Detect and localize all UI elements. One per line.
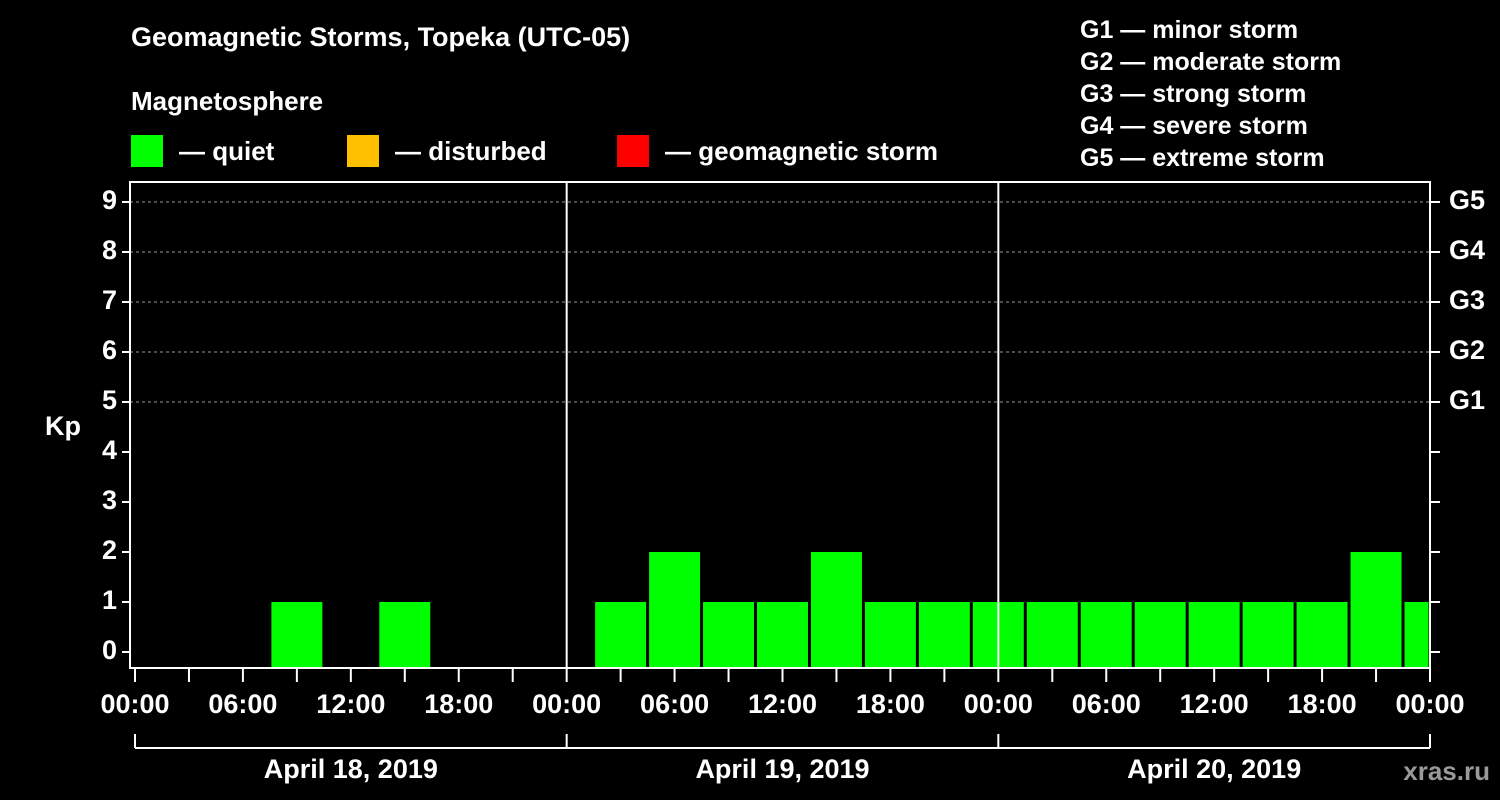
bar-10 (1026, 602, 1078, 668)
g-label-g2: G2 (1449, 335, 1485, 365)
bar-16 (1350, 552, 1402, 668)
bar-2 (595, 602, 647, 668)
storm-scale-legend: G1 — minor storm G2 — moderate storm G3 … (1080, 14, 1341, 174)
bar-4 (703, 602, 755, 668)
x-tick-label-10: 12:00 (1180, 689, 1249, 719)
watermark: xras.ru (1403, 756, 1490, 786)
storm-scale-g5: G5 — extreme storm (1080, 144, 1325, 172)
x-tick-label-7: 18:00 (856, 689, 925, 719)
bar-0 (271, 602, 323, 668)
y-tick-label-9: 9 (102, 185, 117, 215)
storm-scale-g3: G3 — strong storm (1080, 80, 1307, 108)
bar-3 (649, 552, 701, 668)
day-label-2: April 20, 2019 (1127, 754, 1301, 784)
y-tick-label-1: 1 (102, 585, 117, 615)
x-tick-label-0: 00:00 (100, 689, 169, 719)
g-label-g3: G3 (1449, 285, 1485, 315)
y-tick-label-6: 6 (102, 335, 117, 365)
legend-label-disturbed: — disturbed (395, 135, 547, 166)
disturbed-swatch (347, 135, 379, 167)
bar-8 (918, 602, 970, 668)
bar-11 (1080, 602, 1132, 668)
x-tick-label-6: 12:00 (748, 689, 817, 719)
y-tick-label-2: 2 (102, 535, 117, 565)
bar-12 (1134, 602, 1186, 668)
g-label-g1: G1 (1449, 385, 1485, 415)
legend-label-quiet: — quiet (179, 135, 275, 166)
g-label-g5: G5 (1449, 185, 1485, 215)
bar-15 (1296, 602, 1348, 668)
bar-14 (1242, 602, 1294, 668)
storm-scale-g4: G4 — severe storm (1080, 112, 1308, 140)
x-tick-label-11: 18:00 (1288, 689, 1357, 719)
day-label-1: April 19, 2019 (695, 754, 869, 784)
plot-frame (129, 181, 1431, 669)
storm-scale-g1: G1 — minor storm (1080, 16, 1299, 44)
legend-item-storm: — geomagnetic storm (617, 134, 938, 168)
day-label-0: April 18, 2019 (264, 754, 438, 784)
legend-item-quiet: — quiet (131, 134, 274, 168)
y-tick-label-4: 4 (102, 435, 117, 465)
x-tick-label-5: 06:00 (640, 689, 709, 719)
storm-scale-g2: G2 — moderate storm (1080, 48, 1342, 76)
y-tick-label-7: 7 (102, 285, 117, 315)
x-tick-label-3: 18:00 (424, 689, 493, 719)
chart-title: Geomagnetic Storms, Topeka (UTC-05) (131, 22, 631, 52)
g-label-g4: G4 (1449, 235, 1485, 265)
magnetosphere-heading: Magnetosphere (131, 86, 324, 116)
bar-5 (757, 602, 808, 668)
x-tick-label-4: 00:00 (532, 689, 601, 719)
x-tick-label-12: 00:00 (1395, 689, 1464, 719)
bar-1 (379, 602, 431, 668)
x-tick-label-2: 12:00 (316, 689, 385, 719)
y-tick-label-8: 8 (102, 235, 117, 265)
legend-item-disturbed: — disturbed (347, 134, 547, 168)
storm-swatch (617, 135, 649, 167)
legend-label-storm: — geomagnetic storm (665, 135, 939, 166)
y-tick-label-0: 0 (102, 635, 117, 665)
y-tick-label-3: 3 (102, 485, 117, 515)
y-axis-label: Kp (45, 411, 81, 441)
bar-6 (810, 552, 862, 668)
x-tick-label-9: 06:00 (1072, 689, 1141, 719)
bar-7 (864, 602, 916, 668)
quiet-swatch (131, 135, 163, 167)
bar-17 (1404, 602, 1429, 668)
x-tick-label-8: 00:00 (964, 689, 1033, 719)
y-tick-label-5: 5 (102, 385, 117, 415)
x-tick-label-1: 06:00 (208, 689, 277, 719)
bar-13 (1188, 602, 1240, 668)
